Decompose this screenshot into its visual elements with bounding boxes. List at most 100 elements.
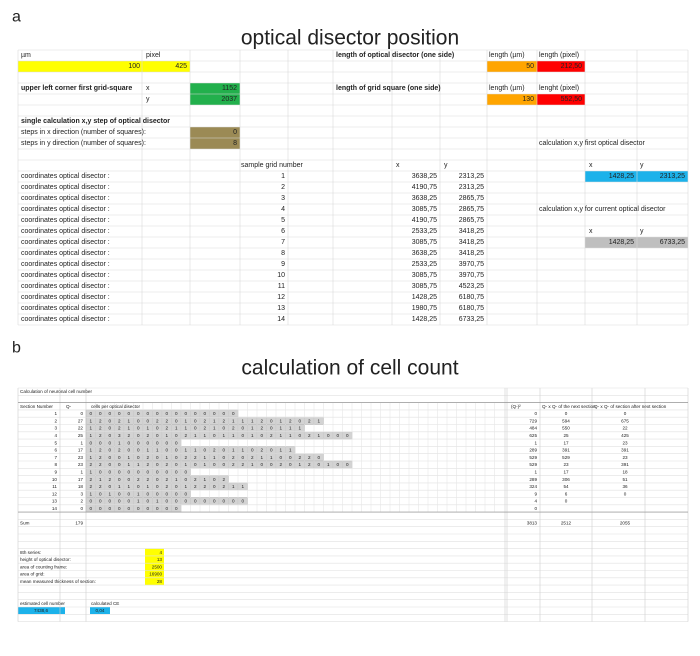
- cell-text: 324: [529, 484, 537, 489]
- cell-text: 0: [156, 484, 159, 489]
- cell-text: 0: [127, 506, 130, 511]
- cell-text: coordinates optical disector :: [21, 173, 110, 180]
- cell-text: coordinates optical disector :: [21, 228, 110, 235]
- cell-text: 0: [156, 462, 159, 467]
- cell-text: 0: [108, 426, 111, 431]
- cell-text: (Q-)²: [511, 404, 521, 409]
- cell-text: Q-: [66, 404, 72, 409]
- cell-text: 3085,75: [412, 283, 437, 290]
- cell-text: 1: [203, 455, 206, 460]
- cell-text: 0: [270, 462, 273, 467]
- cell-text: 0: [336, 433, 339, 438]
- cell-text: 2: [146, 477, 149, 482]
- cell-text: 2: [194, 455, 197, 460]
- cell-text: lenght (pixel): [539, 85, 579, 92]
- cell-text: 179: [75, 521, 83, 526]
- cell-text: 529: [529, 462, 537, 467]
- cell-text: 2: [165, 462, 168, 467]
- cell-text: 2: [184, 455, 187, 460]
- cell-text: 0: [346, 433, 349, 438]
- cell-text: 0: [232, 411, 235, 416]
- cell-text: 3638,25: [412, 195, 437, 202]
- cell-text: 391: [562, 448, 570, 453]
- cell-text: 1: [260, 455, 263, 460]
- cell-text: 0: [89, 499, 92, 504]
- cell-text: 0: [251, 448, 254, 453]
- panel-title: optical disector position: [241, 27, 459, 50]
- cell-text: 0: [624, 491, 627, 496]
- cell-text: 0: [184, 499, 187, 504]
- cell-text: 2: [165, 426, 168, 431]
- cell-text: 1: [165, 455, 168, 460]
- cell-text: 1: [137, 499, 140, 504]
- cell-text: 0: [233, 129, 237, 136]
- cell-text: 0: [165, 506, 168, 511]
- cell-text: 3970,75: [459, 261, 484, 268]
- cell-text: 17: [563, 440, 569, 445]
- cell-text: 23: [563, 462, 569, 467]
- cell-text: Q- x Q- of the next section: [542, 404, 596, 409]
- cell-text: 12: [277, 294, 285, 301]
- cell-text: 1: [289, 448, 292, 453]
- cell-text: 1: [251, 418, 254, 423]
- cell-text: 2: [260, 426, 263, 431]
- red-cell: [537, 94, 585, 105]
- cell-text: 1: [317, 433, 320, 438]
- cell-text: 2: [118, 448, 121, 453]
- cell-text: 4190,75: [412, 217, 437, 224]
- cell-text: 3: [80, 491, 83, 496]
- cell-text: 2: [89, 484, 92, 489]
- cell-text: 22: [78, 426, 84, 431]
- cell-text: 2: [222, 418, 225, 423]
- cell-text: 1: [251, 433, 254, 438]
- cell-text: 130: [522, 96, 534, 103]
- cell-text: 0: [213, 462, 216, 467]
- red-cell: [537, 61, 585, 72]
- cell-text: 484: [529, 426, 537, 431]
- cell-text: 1: [89, 418, 92, 423]
- cell-text: 0: [146, 499, 149, 504]
- cell-text: 0: [146, 411, 149, 416]
- cell-text: 2: [137, 477, 140, 482]
- cell-text: 8: [281, 250, 285, 257]
- cell-text: length (pixel): [539, 52, 579, 59]
- blue-cell: [585, 171, 688, 182]
- cell-text: 0: [118, 462, 121, 467]
- cell-text: 2: [232, 462, 235, 467]
- cell-text: 0: [118, 506, 121, 511]
- cell-text: 0: [146, 418, 149, 423]
- cell-text: 0: [279, 455, 282, 460]
- cell-text: 1: [184, 448, 187, 453]
- cell-text: Sum: [20, 521, 30, 526]
- cell-text: 1: [127, 426, 130, 431]
- cell-text: 4: [534, 499, 537, 504]
- cell-text: 2512: [561, 521, 572, 526]
- cell-text: 1: [184, 462, 187, 467]
- cell-text: 0: [118, 411, 121, 416]
- cell-text: 0: [175, 440, 178, 445]
- cell-text: 0: [89, 506, 92, 511]
- cell-text: 12: [52, 491, 58, 496]
- cell-text: 1: [89, 455, 92, 460]
- cell-text: 0: [213, 499, 216, 504]
- cell-text: 2: [156, 418, 159, 423]
- cell-text: 7: [281, 239, 285, 246]
- cell-text: 1: [213, 418, 216, 423]
- cell-text: 17: [563, 469, 569, 474]
- cell-text: 0: [346, 462, 349, 467]
- cell-text: Calculation of neuronal cell number: [20, 389, 92, 394]
- cell-text: 6: [565, 491, 568, 496]
- cell-text: 1: [232, 448, 235, 453]
- cell-text: 2: [308, 462, 311, 467]
- cell-text: 0: [317, 455, 320, 460]
- cell-text: 594: [562, 418, 570, 423]
- cell-text: 6180,75: [459, 294, 484, 301]
- cell-text: 0: [184, 411, 187, 416]
- cell-text: 2: [89, 462, 92, 467]
- cell-text: 2: [203, 484, 206, 489]
- cell-text: 0: [127, 491, 130, 496]
- cell-text: 1: [241, 448, 244, 453]
- cell-text: 1: [165, 433, 168, 438]
- cell-text: 25: [78, 433, 84, 438]
- cell-text: 2865,75: [459, 206, 484, 213]
